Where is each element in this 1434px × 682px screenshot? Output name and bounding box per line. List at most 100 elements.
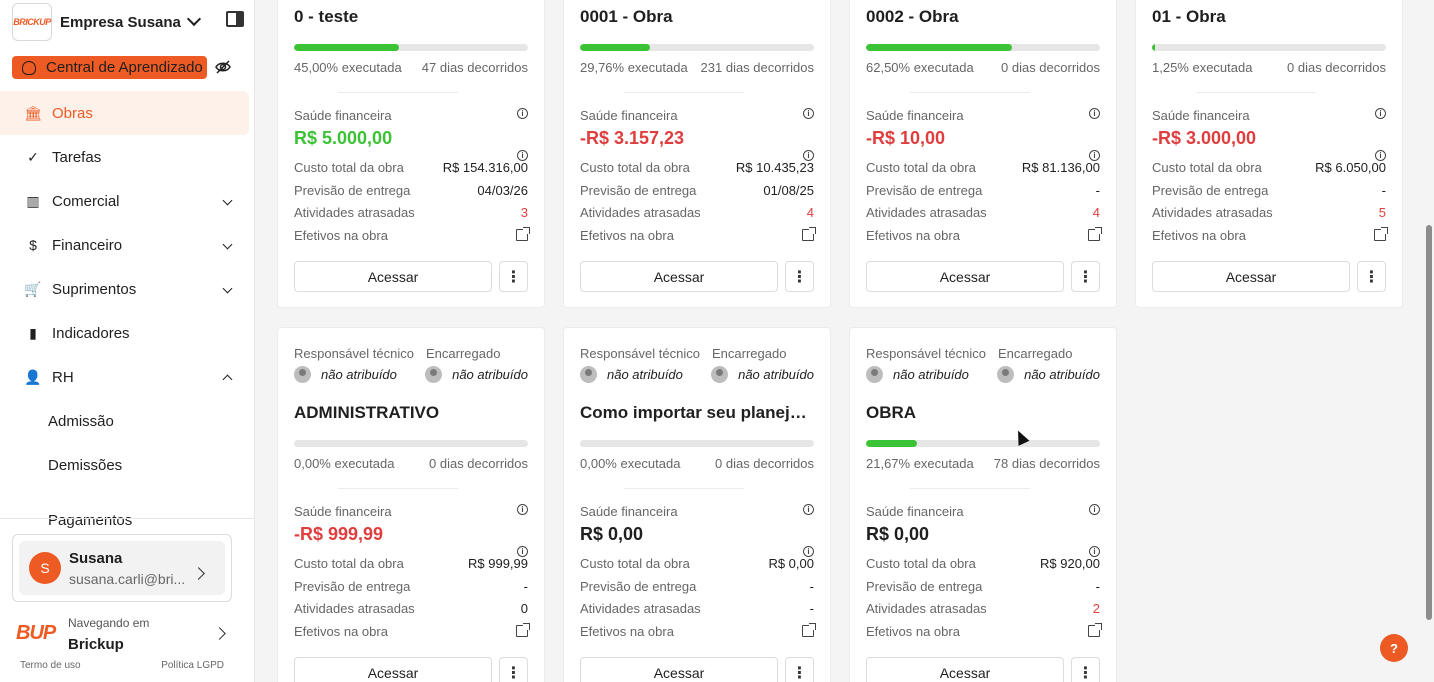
- access-button[interactable]: Acessar: [580, 657, 778, 682]
- staff-row: Efetivos na obra: [1152, 224, 1388, 247]
- access-button[interactable]: Acessar: [866, 657, 1064, 682]
- progress-bar: [294, 44, 528, 51]
- sidebar-item-label: Indicadores: [52, 324, 130, 342]
- info-icon[interactable]: i: [1089, 150, 1100, 161]
- sidebar-item-financeiro[interactable]: $ Financeiro: [0, 223, 255, 267]
- info-icon[interactable]: i: [517, 108, 528, 119]
- more-options-button[interactable]: ⋮: [1071, 261, 1100, 292]
- sidebar-item-rh[interactable]: 👤 RH: [0, 355, 255, 399]
- info-icon[interactable]: i: [1375, 108, 1386, 119]
- foreman-value[interactable]: não atribuído: [425, 366, 528, 383]
- info-icon[interactable]: i: [803, 150, 814, 161]
- info-icon[interactable]: i: [1089, 546, 1100, 557]
- barcode-icon: ▥: [26, 192, 40, 209]
- tech-lead-value[interactable]: não atribuído: [294, 366, 397, 383]
- eye-off-icon[interactable]: [214, 58, 232, 76]
- access-button[interactable]: Acessar: [580, 261, 778, 292]
- chevron-down-icon: [222, 195, 233, 206]
- info-icon[interactable]: i: [803, 108, 814, 119]
- cost-row: Custo total da obra R$ 81.136,00: [866, 159, 1100, 175]
- access-button[interactable]: Acessar: [866, 261, 1064, 292]
- sidebar-item-label: Obras: [52, 104, 93, 122]
- rocket-icon: [22, 60, 36, 75]
- info-icon[interactable]: i: [517, 546, 528, 557]
- late-row: Atividades atrasadas 2: [866, 601, 1100, 617]
- company-switcher[interactable]: BRICKUP Empresa Susana: [12, 2, 248, 42]
- external-link-icon[interactable]: [1374, 227, 1388, 242]
- info-icon[interactable]: i: [517, 504, 528, 515]
- more-options-button[interactable]: ⋮: [1071, 657, 1100, 682]
- late-row: Atividades atrasadas 4: [580, 205, 814, 221]
- health-label: Saúde financeira: [294, 108, 392, 123]
- cost-row: Custo total da obra R$ 0,00: [580, 555, 814, 571]
- progress-fill: [866, 44, 1013, 51]
- sidebar-item-label: Financeiro: [52, 236, 123, 254]
- sidebar-subitem[interactable]: Pagamentos: [48, 512, 133, 529]
- health-value: -R$ 3.000,00: [1152, 128, 1257, 148]
- tech-lead-value[interactable]: não atribuído: [866, 366, 969, 383]
- external-link-icon[interactable]: [516, 227, 530, 242]
- info-icon[interactable]: i: [803, 546, 814, 557]
- divider: [1196, 92, 1316, 93]
- days-elapsed: 47 dias decorridos: [421, 60, 528, 75]
- sidebar-toggle-icon[interactable]: [226, 11, 244, 27]
- access-button[interactable]: Acessar: [294, 261, 492, 292]
- external-link-icon[interactable]: [516, 623, 530, 638]
- sidebar-item-label: Comercial: [52, 192, 120, 210]
- executed-label: 21,67% executada: [866, 456, 974, 471]
- days-elapsed: 0 dias decorridos: [429, 456, 528, 471]
- more-options-button[interactable]: ⋮: [1357, 261, 1386, 292]
- sidebar-item-label: Suprimentos: [52, 280, 137, 298]
- health-value: -R$ 10,00: [866, 128, 946, 148]
- more-options-button[interactable]: ⋮: [785, 657, 814, 682]
- staff-row: Efetivos na obra: [580, 224, 816, 247]
- user-icon: 👤: [24, 368, 42, 385]
- progress-fill: [1152, 44, 1155, 51]
- privacy-link[interactable]: Política LGPD: [161, 660, 224, 671]
- access-button[interactable]: Acessar: [1152, 261, 1350, 292]
- user-card[interactable]: S Susana susana.carli@bri...: [12, 534, 232, 602]
- avatar: [711, 366, 729, 383]
- project-title: 0001 - Obra: [580, 7, 673, 26]
- learning-center-button[interactable]: Central de Aprendizado: [12, 56, 207, 79]
- foreman-value[interactable]: não atribuído: [997, 366, 1100, 383]
- more-options-button[interactable]: ⋮: [499, 261, 528, 292]
- health-value: -R$ 3.157,23: [580, 128, 685, 148]
- sidebar-item-indicadores[interactable]: ▮ Indicadores: [0, 311, 255, 355]
- project-title: 01 - Obra: [1152, 7, 1226, 26]
- info-icon[interactable]: i: [803, 504, 814, 515]
- info-icon[interactable]: i: [517, 150, 528, 161]
- terms-link[interactable]: Termo de uso: [20, 660, 81, 671]
- info-icon[interactable]: i: [1089, 108, 1100, 119]
- project-card: 0 - teste 45,00% executada 47 dias decorri…: [277, 0, 545, 308]
- external-link-icon[interactable]: [802, 623, 816, 638]
- scrollbar[interactable]: [1426, 225, 1432, 620]
- staff-row: Efetivos na obra: [294, 224, 530, 247]
- more-options-button[interactable]: ⋮: [785, 261, 814, 292]
- staff-row: Efetivos na obra: [866, 224, 1102, 247]
- sidebar-item-obras[interactable]: 🏛 Obras: [0, 91, 249, 135]
- sidebar-item-suprimentos[interactable]: 🛒 Suprimentos: [0, 267, 255, 311]
- info-icon[interactable]: i: [1375, 150, 1386, 161]
- sidebar-subitem[interactable]: Demissões: [48, 456, 123, 474]
- tech-lead-label: Responsável técnico: [866, 346, 986, 361]
- bank-icon: 🏛: [24, 104, 42, 121]
- main-nav: 🏛 Obras ✓ Tarefas ▥ Comercial $ Financeiro 🛒 Supr…: [0, 91, 255, 529]
- external-link-icon[interactable]: [1088, 623, 1102, 638]
- help-button[interactable]: ?: [1380, 634, 1408, 662]
- browsing-in[interactable]: BUP Navegando em Brickup: [16, 614, 234, 654]
- project-title: OBRA: [866, 403, 917, 422]
- more-options-button[interactable]: ⋮: [499, 657, 528, 682]
- health-value: R$ 0,00: [866, 524, 930, 544]
- info-icon[interactable]: i: [1089, 504, 1100, 515]
- foreman-value[interactable]: não atribuído: [711, 366, 814, 383]
- sidebar-subitem[interactable]: Admissão: [48, 412, 114, 430]
- external-link-icon[interactable]: [1088, 227, 1102, 242]
- external-link-icon[interactable]: [802, 227, 816, 242]
- days-elapsed: 0 dias decorridos: [1287, 60, 1386, 75]
- access-button[interactable]: Acessar: [294, 657, 492, 682]
- sidebar-item-comercial[interactable]: ▥ Comercial: [0, 179, 255, 223]
- tech-lead-value[interactable]: não atribuído: [580, 366, 683, 383]
- sidebar-item-tarefas[interactable]: ✓ Tarefas: [0, 135, 255, 179]
- cost-row: Custo total da obra R$ 154.316,00: [294, 159, 528, 175]
